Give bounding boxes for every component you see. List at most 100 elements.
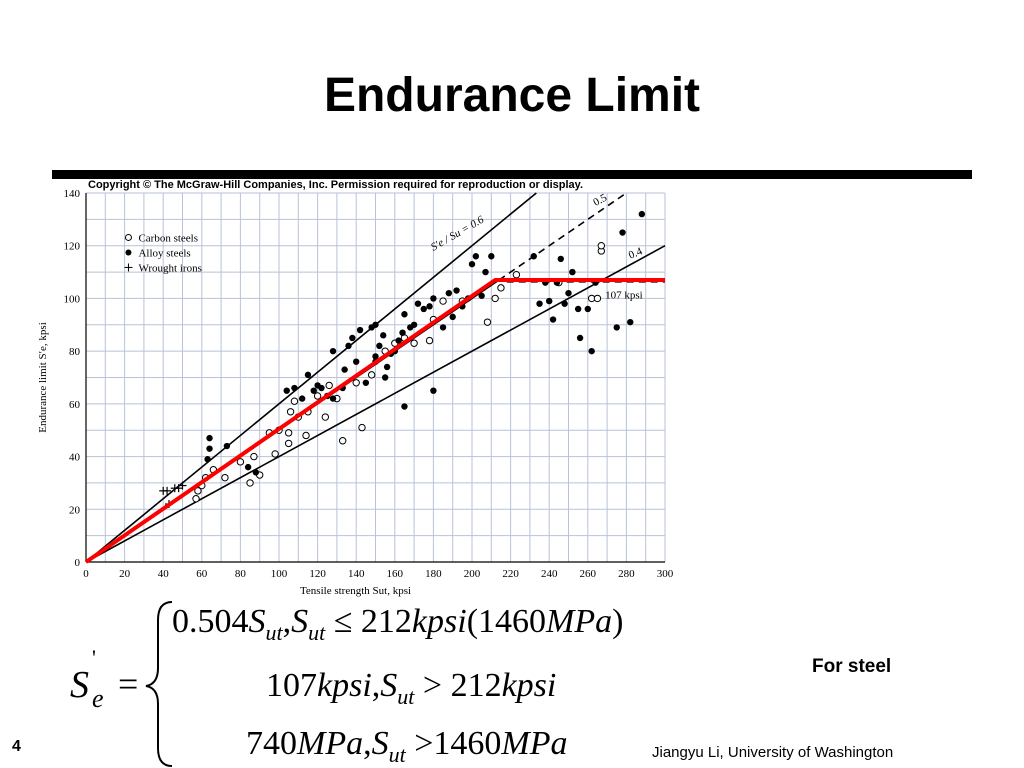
formula-case-3: 740MPa,Sut >1460MPa: [246, 725, 568, 767]
alloy-steel-point: [584, 305, 591, 313]
carbon-steel-point: [271, 450, 279, 458]
alloy-steel-point: [561, 300, 568, 307]
carbon-steel-point: [497, 284, 505, 292]
legend-label: Carbon steels: [138, 232, 198, 244]
alloy-steel-point: [283, 387, 290, 394]
alloy-steel-point: [414, 300, 422, 307]
wrought-iron-point: [178, 481, 187, 490]
alloy-steel-point: [546, 297, 553, 305]
alloy-steel-point: [304, 371, 312, 379]
chart-grid: [85, 192, 666, 563]
formula-lhs: S: [70, 664, 89, 706]
carbon-steel-point: [194, 487, 202, 495]
formula-case-1: 0.504Sut,Sut ≤ 212kpsi(1460MPa): [172, 603, 623, 645]
alloy-steel-point: [449, 313, 456, 321]
carbon-steel-point: [491, 294, 499, 303]
line-label-0-5: 0.5: [591, 192, 609, 209]
carbon-steel-point: [512, 271, 521, 279]
alloy-steel-point: [557, 255, 564, 263]
carbon-steel-point: [597, 242, 606, 250]
x-tick-label: 80: [235, 568, 247, 580]
y-tick-label: 60: [69, 399, 81, 411]
x-tick-label: 0: [83, 568, 89, 580]
alloy-steel-point: [291, 384, 298, 392]
y-tick-label: 0: [75, 557, 81, 569]
alloy-steel-point: [426, 303, 433, 310]
alloy-steel-point: [381, 374, 389, 381]
alloy-steel-point: [329, 347, 337, 355]
slide-title: Endurance Limit: [323, 69, 701, 122]
x-tick-label: 160: [387, 568, 404, 580]
alloy-steel-point: [482, 268, 489, 276]
formula-brace: [145, 601, 173, 767]
reference-line-0-4: [85, 245, 666, 563]
carbon-steel-point: [593, 294, 602, 303]
alloy-steel-point: [439, 324, 447, 331]
carbon-steel-point: [250, 452, 258, 461]
alloy-steel-point: [206, 434, 213, 442]
copyright-notice: Copyright © The McGraw-Hill Companies, I…: [88, 179, 584, 191]
y-tick-label: 40: [69, 452, 81, 464]
footer-author: Jiangyu Li, University of Washington: [652, 744, 894, 761]
carbon-steel-point: [425, 336, 434, 345]
alloy-steel-point: [401, 403, 408, 410]
line-label-0-4: 0.4: [627, 245, 645, 261]
carbon-steel-point: [192, 495, 200, 503]
y-tick-label: 20: [69, 504, 81, 516]
x-tick-label: 220: [502, 568, 519, 580]
carbon-steel-point: [367, 371, 376, 379]
page-number: 4: [12, 738, 21, 755]
alloy-steel-point: [298, 395, 306, 402]
carbon-steel-point: [290, 397, 299, 405]
legend-filled-circle-icon: [125, 249, 132, 256]
alloy-steel-point: [430, 387, 437, 394]
legend-open-circle-icon: [124, 233, 132, 241]
alloy-steel-point: [345, 342, 352, 350]
chart-axes: 0 20 40 60 80 100 120 140 160 180 200 220 240 260 280 3…: [37, 190, 674, 597]
formula-lhs-prime: ': [92, 645, 96, 670]
alloy-steel-point: [478, 292, 485, 299]
alloy-steel-point: [310, 387, 317, 394]
x-tick-label: 20: [119, 568, 131, 580]
alloy-steel-point: [445, 289, 453, 297]
x-tick-label: 300: [657, 568, 674, 580]
alloy-steel-point: [638, 210, 646, 218]
endurance-chart: 0 20 40 60 80 100 120 140 160 180 200 220 240 260 280 3…: [37, 190, 674, 597]
alloy-steel-point: [376, 342, 383, 350]
alloy-steel-point: [362, 379, 370, 386]
chart-legend: Carbon steels Alloy steels Wrought irons: [124, 232, 202, 274]
legend-label: Wrought irons: [138, 262, 201, 274]
carbon-steel-point: [321, 413, 330, 421]
alloy-steel-point: [530, 253, 537, 260]
carbon-steel-point: [483, 318, 492, 326]
x-tick-label: 240: [541, 568, 558, 580]
alloy-steel-point: [395, 337, 402, 344]
x-tick-label: 200: [464, 568, 481, 580]
y-tick-label: 80: [69, 346, 81, 358]
carbon-steel-point: [325, 381, 333, 390]
formula-case-2: 107kpsi,Sut > 212kpsi: [266, 667, 556, 709]
alloy-steel-point: [353, 358, 360, 365]
alloy-steel-point: [565, 289, 572, 297]
x-tick-label: 100: [271, 568, 288, 580]
formula-equals: =: [118, 664, 138, 704]
carbon-steel-point: [352, 379, 360, 387]
alloy-steel-point: [399, 329, 406, 336]
carbon-steel-point: [236, 458, 245, 466]
y-tick-label: 100: [64, 293, 81, 305]
carbon-steel-point: [284, 429, 293, 437]
alloy-steel-point: [576, 334, 584, 342]
x-tick-label: 60: [196, 568, 208, 580]
alloy-steel-point: [574, 305, 582, 313]
alloy-steel-point: [453, 287, 460, 294]
x-tick-label: 140: [348, 568, 365, 580]
x-tick-label: 40: [158, 568, 170, 580]
alloy-steel-point: [252, 469, 260, 476]
alloy-steel-point: [430, 295, 437, 302]
alloy-steel-point: [488, 253, 495, 260]
alloy-steel-point: [349, 334, 356, 342]
alloy-steel-point: [204, 456, 211, 463]
alloy-steel-point: [468, 260, 476, 268]
x-tick-label: 180: [425, 568, 442, 580]
alloy-steel-point: [329, 395, 337, 402]
